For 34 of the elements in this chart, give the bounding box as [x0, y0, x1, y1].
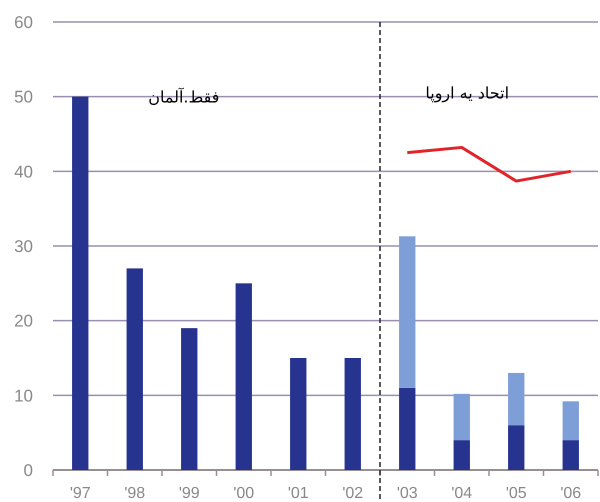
y-tick-label: 30	[14, 237, 33, 256]
bar	[562, 401, 579, 440]
bar	[236, 283, 252, 470]
x-tick-label: '01	[288, 485, 309, 502]
bar	[72, 96, 88, 470]
x-tick-label: '03	[396, 485, 418, 502]
bar	[508, 425, 524, 470]
y-tick-label: 50	[14, 88, 33, 107]
bar	[181, 328, 198, 470]
x-tick-label: '99	[178, 485, 200, 502]
bar	[562, 440, 579, 470]
y-tick-label: 0	[24, 461, 33, 480]
x-tick-label: '06	[560, 485, 582, 502]
bar	[290, 358, 306, 470]
y-tick-label: 60	[14, 13, 33, 32]
y-tick-label: 40	[14, 162, 33, 182]
line-series	[406, 146, 572, 183]
x-tick-label: '04	[451, 485, 472, 502]
y-tick-label: 10	[14, 386, 33, 406]
x-tick-label: '02	[342, 485, 364, 502]
bar	[454, 440, 470, 470]
bar	[399, 388, 416, 470]
bar	[344, 358, 361, 470]
bar	[508, 372, 524, 426]
annotation: فقط.آلمان	[148, 86, 220, 107]
x-tick-label: '00	[233, 485, 254, 502]
bar	[454, 394, 470, 440]
y-tick-label: 20	[14, 312, 33, 331]
annotation: اتحاد یه اروپا	[425, 84, 510, 103]
bar	[126, 268, 143, 470]
bar	[399, 236, 416, 388]
x-tick-label: '97	[70, 485, 91, 502]
x-tick-label: '05	[506, 485, 527, 502]
x-tick-label: '98	[124, 485, 146, 502]
